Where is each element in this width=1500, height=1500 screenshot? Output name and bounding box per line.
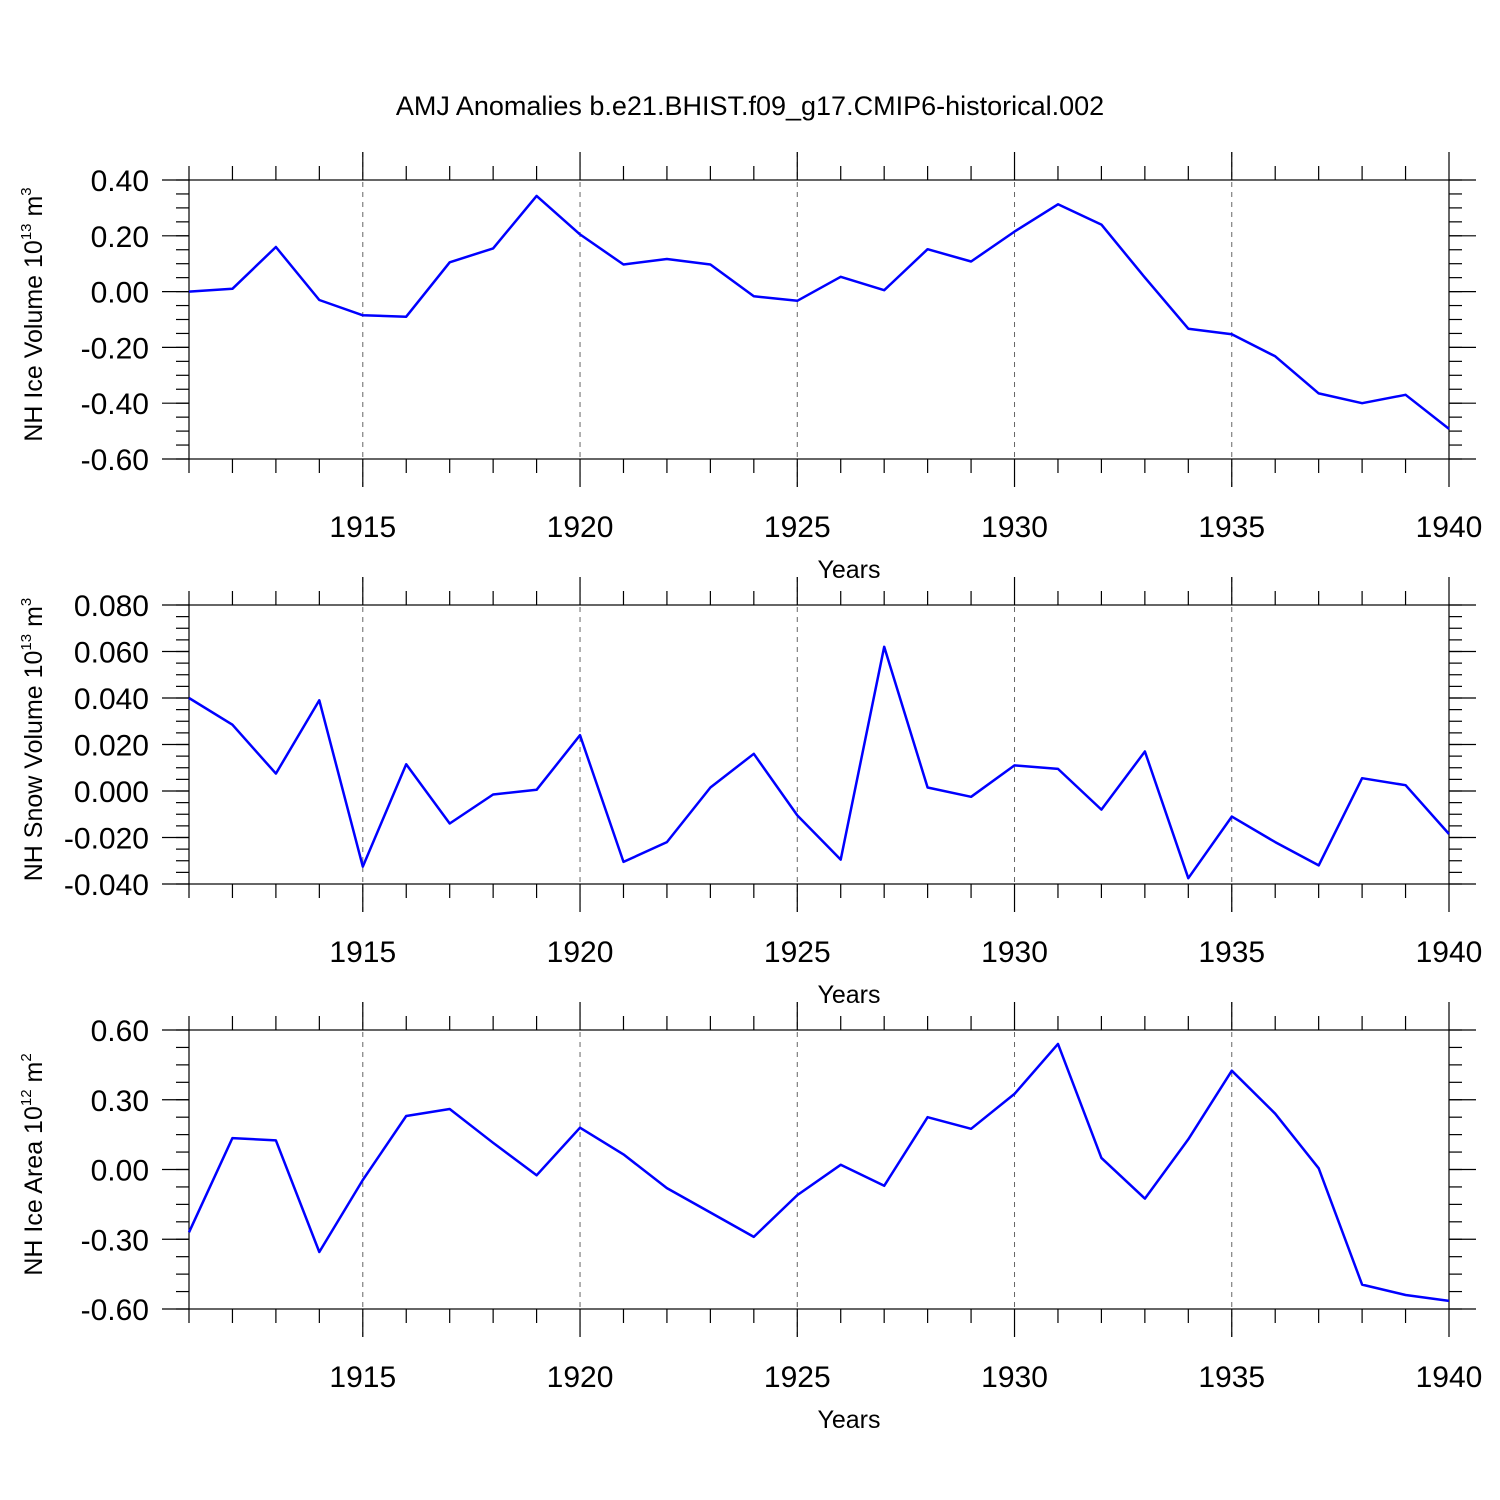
chart-panel-1: -0.60 -0.40 -0.20 0.00 0.20 0.40 1915 1920 1925 1… bbox=[18, 152, 1482, 584]
y-axis-title-unit-exponent: 2 bbox=[18, 1053, 35, 1061]
x-axis-title: Years bbox=[817, 981, 880, 1009]
y-axis-title-exponent: 13 bbox=[18, 634, 35, 651]
y-tick-label: 0.40 bbox=[91, 165, 149, 198]
y-tick-label: -0.40 bbox=[81, 388, 149, 421]
panels: -0.60 -0.40 -0.20 0.00 0.20 0.40 1915 1920 1925 1… bbox=[18, 152, 1482, 1434]
y-tick-label: 0.20 bbox=[91, 221, 149, 254]
y-tick-label: 0.040 bbox=[74, 683, 149, 716]
y-axis-title: NH Snow Volume 1013 m3 bbox=[18, 598, 48, 882]
x-tick-label: 1920 bbox=[547, 511, 614, 544]
y-axis-title-unit-exponent: 3 bbox=[18, 187, 35, 195]
x-tick-label: 1935 bbox=[1198, 1361, 1265, 1394]
y-axis-title-unit: m bbox=[20, 1062, 48, 1090]
plot-frame bbox=[188, 604, 1450, 885]
x-tick-label: 1940 bbox=[1416, 1361, 1483, 1394]
y-tick-label: 0.080 bbox=[74, 590, 149, 623]
x-tick-label: 1915 bbox=[329, 936, 396, 969]
x-axis-title: Years bbox=[817, 556, 880, 584]
x-tick-label: 1930 bbox=[981, 936, 1048, 969]
x-tick-label: 1925 bbox=[764, 936, 831, 969]
plot-frame bbox=[188, 1029, 1450, 1310]
x-tick-label: 1940 bbox=[1416, 936, 1483, 969]
y-tick-label: -0.040 bbox=[64, 869, 149, 902]
chart-panel-2: -0.040 -0.020 0.000 0.020 0.040 0.060 0.080 191… bbox=[18, 577, 1482, 1009]
y-tick-label: -0.020 bbox=[64, 823, 149, 856]
y-axis-title-unit: m bbox=[20, 606, 48, 634]
x-tick-label: 1940 bbox=[1416, 511, 1483, 544]
y-axis-title-unit: m bbox=[20, 196, 48, 224]
y-tick-label: 0.060 bbox=[74, 637, 149, 670]
y-tick-label: 0.00 bbox=[91, 277, 149, 310]
chart-title: AMJ Anomalies b.e21.BHIST.f09_g17.CMIP6-… bbox=[396, 91, 1104, 121]
series-line-1 bbox=[188, 194, 1450, 430]
y-tick-label: 0.30 bbox=[91, 1085, 149, 1118]
y-tick-label: 0.000 bbox=[74, 776, 149, 809]
series-line-3 bbox=[187, 1042, 1450, 1303]
y-axis-title-text: NH Ice Area 10 bbox=[20, 1106, 48, 1276]
x-tick-label: 1925 bbox=[764, 511, 831, 544]
y-tick-label: 0.020 bbox=[74, 730, 149, 763]
x-tick-label: 1915 bbox=[329, 511, 396, 544]
y-axis-title: NH Ice Area 1012 m2 bbox=[18, 1053, 48, 1275]
y-tick-label: -0.60 bbox=[81, 444, 149, 477]
y-axis-title: NH Ice Volume 1013 m3 bbox=[18, 187, 48, 441]
y-tick-label: -0.30 bbox=[81, 1224, 149, 1257]
x-tick-label: 1935 bbox=[1198, 936, 1265, 969]
y-axis-title-text: NH Snow Volume 10 bbox=[20, 651, 48, 882]
y-tick-label: -0.60 bbox=[81, 1294, 149, 1327]
chart-panel-3: -0.60 -0.30 0.00 0.30 0.60 1915 1920 1925 1930 19… bbox=[18, 1002, 1482, 1434]
plot-frame bbox=[188, 179, 1450, 460]
y-tick-label: 0.60 bbox=[91, 1015, 149, 1048]
x-tick-label: 1920 bbox=[547, 936, 614, 969]
y-axis-title-exponent: 13 bbox=[18, 223, 35, 240]
y-axis-title-exponent: 12 bbox=[18, 1089, 35, 1106]
series-line-2 bbox=[188, 645, 1450, 880]
x-tick-label: 1935 bbox=[1198, 511, 1265, 544]
x-tick-label: 1930 bbox=[981, 511, 1048, 544]
y-tick-label: -0.20 bbox=[81, 332, 149, 365]
x-axis-title: Years bbox=[817, 1406, 880, 1434]
y-axis-title-text: NH Ice Volume 10 bbox=[20, 240, 48, 442]
y-tick-label: 0.00 bbox=[91, 1155, 149, 1188]
x-tick-label: 1930 bbox=[981, 1361, 1048, 1394]
y-axis-title-unit-exponent: 3 bbox=[18, 598, 35, 606]
x-tick-label: 1925 bbox=[764, 1361, 831, 1394]
x-tick-label: 1920 bbox=[547, 1361, 614, 1394]
x-tick-label: 1915 bbox=[329, 1361, 396, 1394]
